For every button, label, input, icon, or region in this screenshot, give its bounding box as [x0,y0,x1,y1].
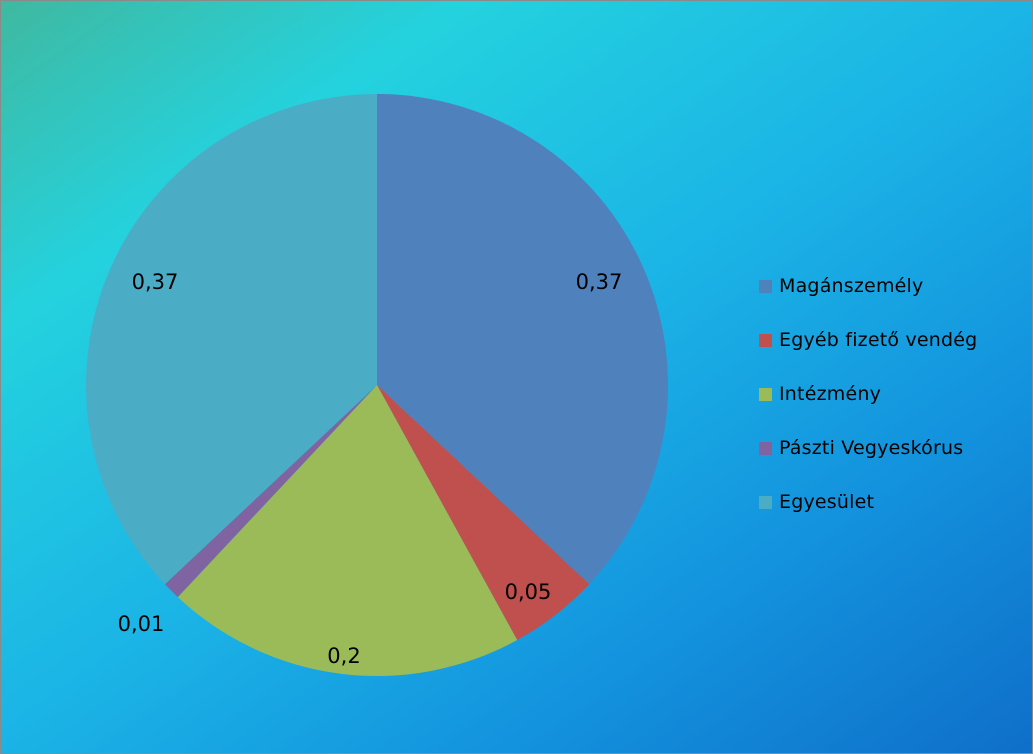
legend-swatch [759,495,772,509]
legend-swatch [759,333,772,347]
pie-slice-paszti-vegyeskorus [164,385,377,598]
legend-label: Pászti Vegyeskórus [779,437,964,459]
legend-swatch [759,279,772,293]
data-label-egyeb-fizeto-vendeg: 0,05 [505,580,552,604]
legend-item-maganszemely: Magánszemély [759,259,977,313]
legend-item-egyesulet: Egyesület [759,475,977,529]
legend-item-paszti-vegyeskorus: Pászti Vegyeskórus [759,421,977,475]
data-label-paszti-vegyeskorus: 0,01 [118,612,165,636]
pie-slice-egyeb-fizeto-vendeg [377,385,590,641]
legend-label: Magánszemély [779,275,924,297]
legend-label: Intézmény [779,383,882,405]
legend-label: Egyéb fizető vendég [779,329,978,351]
pie-slice-egyesulet [86,94,378,585]
data-label-intezmeny: 0,2 [327,644,360,668]
data-label-maganszemely: 0,37 [576,270,623,294]
pie-slice-intezmeny [177,385,518,677]
legend: Magánszemély Egyéb fizető vendég Intézmé… [759,259,977,529]
legend-swatch [759,387,772,401]
data-label-egyesulet: 0,37 [132,270,179,294]
legend-label: Egyesület [779,491,875,513]
legend-item-intezmeny: Intézmény [759,367,977,421]
legend-swatch [759,441,772,455]
pie-slice-maganszemely [377,94,668,585]
legend-item-egyeb-fizeto-vendeg: Egyéb fizető vendég [759,313,977,367]
